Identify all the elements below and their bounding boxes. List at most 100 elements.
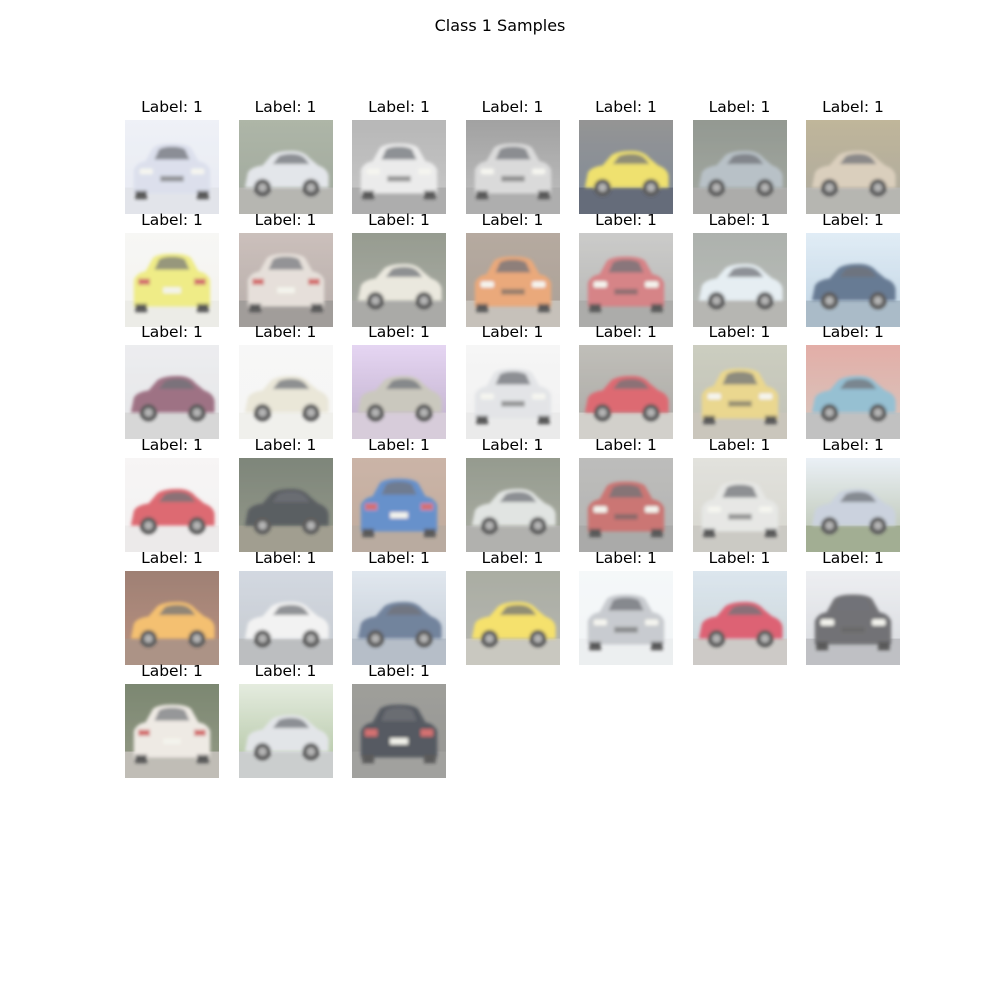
car-image (125, 570, 219, 665)
sample-label: Label: 1 (708, 548, 771, 567)
sample-cell: Label: 1 (125, 549, 219, 665)
sample-cell: Label: 1 (352, 98, 446, 214)
sample-label: Label: 1 (141, 548, 203, 567)
car-image (806, 458, 900, 553)
car-image (352, 458, 446, 553)
sample-cell: Label: 1 (806, 323, 900, 440)
car-image (352, 570, 446, 665)
sample-cell: Label: 1 (125, 98, 219, 214)
sample-label: Label: 1 (708, 210, 771, 229)
sample-label: Label: 1 (141, 323, 203, 342)
sample-label: Label: 1 (368, 548, 430, 567)
car-image (125, 232, 219, 327)
sample-label: Label: 1 (822, 548, 884, 567)
sample-label: Label: 1 (481, 323, 544, 342)
car-image (352, 232, 446, 327)
sample-cell: Label: 1 (692, 211, 787, 327)
car-image (692, 458, 787, 553)
sample-label: Label: 1 (368, 98, 430, 116)
car-image (806, 570, 900, 665)
car-image (579, 232, 673, 327)
sample-label: Label: 1 (822, 436, 884, 455)
sample-cell: Label: 1 (579, 549, 673, 665)
sample-label: Label: 1 (368, 436, 430, 455)
sample-cell: Label: 1 (579, 323, 673, 440)
sample-label: Label: 1 (141, 661, 203, 680)
sample-label: Label: 1 (368, 323, 430, 342)
sample-label: Label: 1 (708, 98, 771, 116)
sample-cell: Label: 1 (352, 436, 446, 553)
sample-cell: Label: 1 (579, 436, 673, 553)
sample-cell: Label: 1 (238, 662, 333, 778)
car-image (579, 120, 673, 214)
sample-label: Label: 1 (141, 98, 203, 116)
sample-label: Label: 1 (254, 436, 317, 455)
car-image (579, 570, 673, 665)
sample-cell: Label: 1 (806, 436, 900, 553)
car-image (125, 683, 219, 778)
car-image (238, 683, 333, 778)
sample-label: Label: 1 (595, 323, 657, 342)
car-image (579, 345, 673, 440)
sample-cell: Label: 1 (806, 211, 900, 327)
sample-label: Label: 1 (595, 548, 657, 567)
sample-label: Label: 1 (822, 210, 884, 229)
car-image (692, 345, 787, 440)
car-image (125, 458, 219, 553)
sample-cell: Label: 1 (806, 549, 900, 665)
car-image (806, 232, 900, 327)
car-image (692, 232, 787, 327)
sample-label: Label: 1 (595, 210, 657, 229)
sample-label: Label: 1 (141, 436, 203, 455)
sample-label: Label: 1 (822, 323, 884, 342)
car-image (238, 345, 333, 440)
car-image (125, 345, 219, 440)
sample-cell: Label: 1 (465, 323, 560, 440)
sample-label: Label: 1 (254, 548, 317, 567)
car-image (806, 120, 900, 214)
sample-label: Label: 1 (141, 210, 203, 229)
car-image (692, 570, 787, 665)
sample-cell: Label: 1 (238, 549, 333, 665)
sample-label: Label: 1 (254, 210, 317, 229)
car-image (238, 232, 333, 327)
car-image (352, 120, 446, 214)
sample-label: Label: 1 (368, 661, 430, 680)
sample-cell: Label: 1 (352, 549, 446, 665)
sample-cell: Label: 1 (125, 211, 219, 327)
sample-cell: Label: 1 (125, 436, 219, 553)
car-image (352, 345, 446, 440)
sample-label: Label: 1 (708, 323, 771, 342)
sample-label: Label: 1 (481, 98, 544, 116)
car-image (465, 120, 560, 214)
car-image (806, 345, 900, 440)
sample-label: Label: 1 (254, 323, 317, 342)
car-image (692, 120, 787, 214)
sample-label: Label: 1 (254, 98, 317, 116)
sample-label: Label: 1 (481, 548, 544, 567)
sample-label: Label: 1 (481, 210, 544, 229)
car-image (465, 458, 560, 553)
sample-cell: Label: 1 (465, 98, 560, 214)
car-image (579, 458, 673, 553)
car-image (238, 458, 333, 553)
sample-label: Label: 1 (254, 661, 317, 680)
sample-cell: Label: 1 (125, 323, 219, 440)
car-image (352, 683, 446, 778)
sample-cell: Label: 1 (352, 662, 446, 778)
car-image (465, 232, 560, 327)
sample-cell: Label: 1 (238, 323, 333, 440)
sample-cell: Label: 1 (579, 211, 673, 327)
sample-label: Label: 1 (481, 436, 544, 455)
sample-cell: Label: 1 (692, 549, 787, 665)
sample-cell: Label: 1 (465, 549, 560, 665)
sample-cell: Label: 1 (352, 211, 446, 327)
sample-cell: Label: 1 (692, 98, 787, 214)
sample-label: Label: 1 (822, 98, 884, 116)
sample-cell: Label: 1 (465, 436, 560, 553)
sample-cell: Label: 1 (125, 662, 219, 778)
car-image (125, 120, 219, 214)
figure-title: Class 1 Samples (434, 16, 566, 35)
sample-label: Label: 1 (708, 436, 771, 455)
sample-cell: Label: 1 (579, 98, 673, 214)
